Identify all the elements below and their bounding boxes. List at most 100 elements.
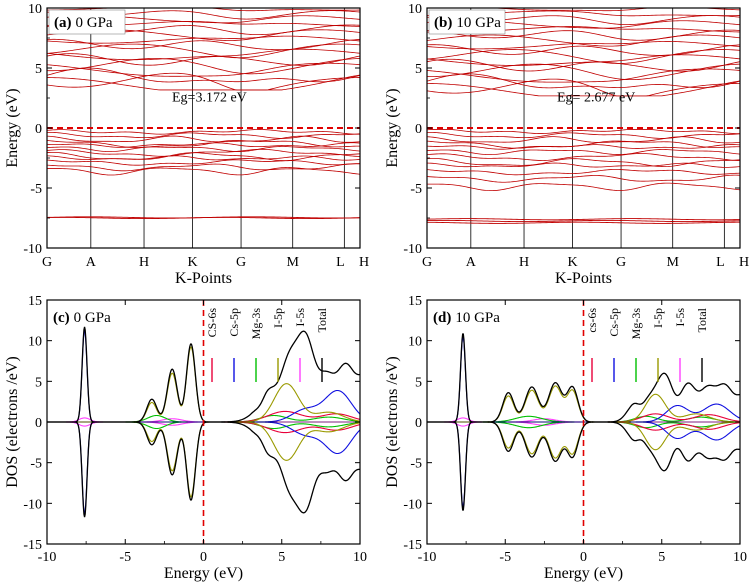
legend-label: I-5p	[271, 308, 285, 328]
plot-frame	[46, 7, 361, 249]
panel-label: (c)	[53, 310, 70, 326]
y-tick-label: 0	[35, 122, 42, 137]
band-gap-annotation: Eg= 2.677 eV	[557, 91, 635, 106]
x-axis-label: Energy (eV)	[544, 565, 623, 582]
panel-pressure: 10 GPa	[456, 15, 501, 31]
conduction-band	[427, 44, 740, 56]
kpoint-label: M	[286, 255, 299, 270]
valence-band	[427, 132, 740, 139]
valence-band	[427, 129, 740, 135]
core-band	[427, 219, 740, 223]
kpoint-label: L	[336, 255, 345, 270]
core-band	[47, 216, 360, 220]
conduction-band	[427, 41, 740, 50]
valence-band	[47, 155, 360, 161]
valence-band	[47, 129, 360, 135]
valence-band	[47, 148, 360, 157]
x-axis-label: K-Points	[555, 270, 612, 287]
conduction-band	[47, 38, 360, 51]
core-band	[427, 218, 740, 221]
panel-title: (a) 0 GPa	[54, 15, 113, 31]
valence-band	[427, 136, 740, 144]
legend-label: I-5s	[673, 308, 687, 327]
panel-label: (b)	[434, 15, 452, 31]
kpoint-label: A	[466, 255, 477, 270]
kpoint-label: G	[42, 255, 52, 270]
y-tick-label: 15	[28, 294, 42, 309]
plot-frame	[426, 7, 741, 249]
y-tick-label: -5	[410, 457, 422, 472]
band-gap-annotation: Eg=3.172 eV	[172, 91, 247, 106]
kpoint-label: G	[616, 255, 626, 270]
x-tick-label: -5	[119, 550, 131, 565]
x-tick-label: 0	[200, 550, 207, 565]
conduction-band	[427, 83, 740, 97]
kpoint-label: H	[739, 255, 749, 270]
panel-label: (d)	[433, 310, 451, 326]
conduction-band	[489, 8, 740, 12]
legend-label: Total	[695, 307, 709, 332]
legend-label: CS-6s	[205, 308, 219, 338]
valence-band	[427, 169, 740, 176]
panel-pressure: 10 GPa	[455, 310, 500, 326]
panel-title: (c) 0 GPa	[53, 310, 111, 326]
conduction-band	[47, 35, 360, 44]
kpoint-label: H	[139, 255, 149, 270]
y-axis-label: DOS (electrons /eV)	[4, 356, 21, 488]
valence-band	[47, 146, 360, 153]
bands	[47, 8, 360, 220]
y-tick-label: -15	[403, 538, 422, 553]
y-tick-label: 5	[35, 375, 42, 390]
conduction-band	[427, 54, 740, 66]
y-tick-label: 0	[35, 416, 42, 431]
valence-band	[427, 174, 740, 183]
kpoint-label: A	[86, 255, 97, 270]
valence-band	[47, 132, 360, 139]
valence-band	[427, 144, 740, 150]
kpoint-label: L	[716, 255, 725, 270]
y-tick-label: 0	[415, 122, 422, 137]
conduction-band	[47, 48, 360, 61]
legend-label: Cs-5p	[607, 308, 621, 337]
y-tick-label: 5	[415, 62, 422, 77]
core-band	[427, 221, 740, 224]
y-axis-label: DOS (electrons /eV)	[384, 356, 401, 488]
x-tick-label: 10	[733, 550, 747, 565]
y-tick-label: 10	[28, 335, 42, 350]
panel-pressure: 0 GPa	[76, 15, 113, 31]
bands	[427, 8, 740, 224]
x-axis-label: K-Points	[175, 270, 232, 287]
panel-label: (a)	[54, 15, 72, 31]
plot-frame	[426, 299, 741, 545]
x-tick-label: -10	[38, 550, 57, 565]
legend-label: Mg-3s	[249, 308, 263, 340]
kpoint-label: M	[666, 255, 679, 270]
y-tick-label: -15	[23, 538, 42, 553]
legend-label: I-5s	[293, 308, 307, 327]
conduction-band	[47, 77, 360, 91]
x-tick-label: 10	[353, 550, 367, 565]
kpoint-label: H	[359, 255, 369, 270]
panel-label-box: (a) 0 GPa	[48, 9, 126, 35]
legend-label: cs-6s	[585, 308, 599, 333]
y-axis-label: Energy (eV)	[4, 88, 21, 167]
y-tick-label: -5	[30, 457, 42, 472]
valence-band	[47, 151, 360, 162]
conduction-band	[427, 68, 740, 83]
panel-label-bg	[48, 9, 126, 35]
conduction-band	[427, 49, 740, 64]
kpoint-label: G	[422, 255, 432, 270]
plot-frame	[46, 299, 361, 545]
y-tick-label: -5	[410, 182, 422, 197]
y-tick-label: -10	[23, 242, 42, 257]
conduction-band	[47, 67, 360, 83]
x-tick-label: 5	[278, 550, 285, 565]
valence-band	[427, 182, 740, 192]
valence-band	[47, 167, 360, 176]
conduction-band	[427, 34, 740, 47]
x-tick-label: -10	[418, 550, 437, 565]
